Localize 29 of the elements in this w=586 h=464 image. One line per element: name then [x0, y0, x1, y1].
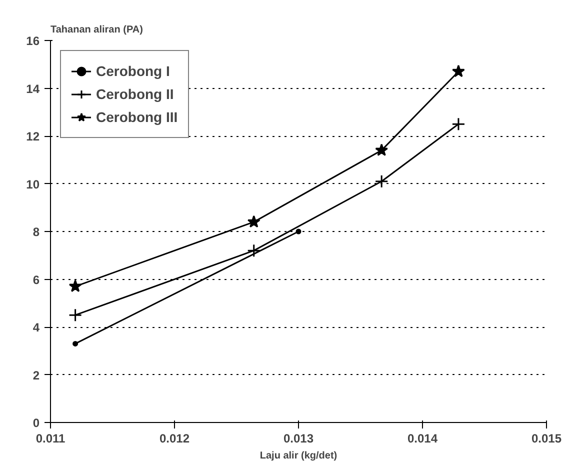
- point: [72, 340, 78, 346]
- point: [247, 215, 260, 228]
- y-tick-label: 6: [32, 272, 40, 287]
- point: [68, 308, 82, 322]
- y-tick-label: 12: [26, 130, 40, 144]
- point: [247, 244, 261, 258]
- legend-label: Cerobong III: [96, 109, 178, 125]
- point: [68, 280, 82, 292]
- x-tick-label: 0.015: [531, 432, 562, 446]
- point: [452, 64, 465, 78]
- point: [375, 144, 388, 156]
- y-tick-label: 0: [32, 416, 40, 430]
- point: [452, 117, 466, 131]
- y-tick-label: 10: [26, 177, 40, 192]
- point: [374, 174, 388, 188]
- y-tick-label: 14: [26, 82, 40, 96]
- y-axis-title: Tahanan aliran (PA): [50, 24, 143, 36]
- point: [296, 228, 302, 234]
- x-axis-title: Laju alir (kg/det): [260, 450, 338, 462]
- x-tick-label: 0.011: [36, 432, 66, 446]
- legend-label: Cerobong II: [96, 86, 174, 102]
- legend-label: Cerobong I: [96, 63, 170, 79]
- x-tick-label: 0.013: [283, 432, 314, 446]
- y-tick-label: 16: [26, 34, 40, 48]
- y-tick-label: 4: [32, 320, 40, 334]
- y-tick-label: 8: [32, 225, 40, 239]
- y-tick-label: 2: [32, 368, 40, 382]
- x-tick-label: 0.012: [159, 432, 190, 446]
- x-tick-label: 0.014: [407, 432, 438, 446]
